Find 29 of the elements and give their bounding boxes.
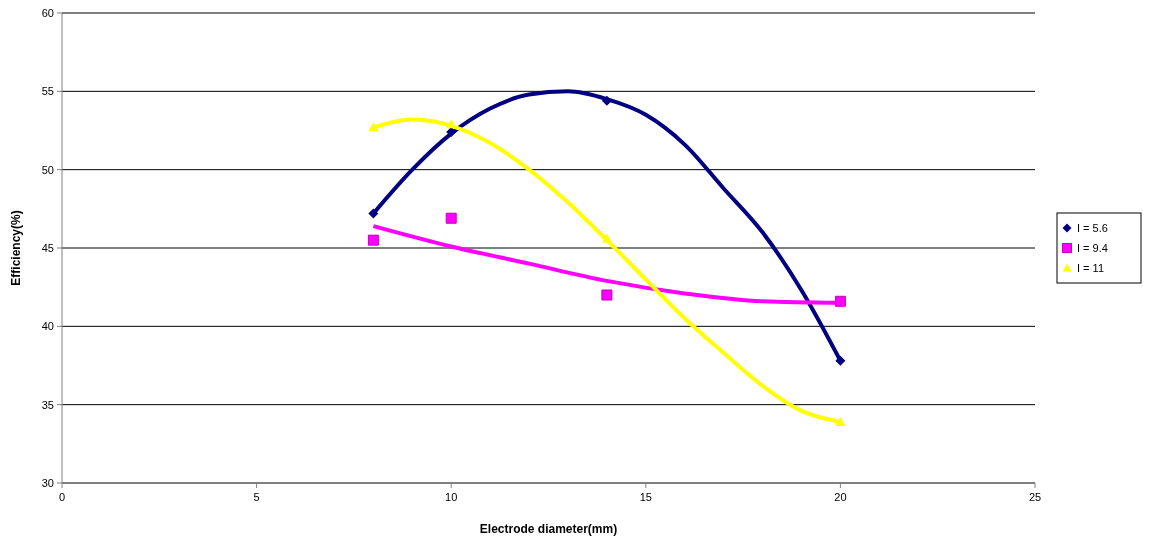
point xyxy=(601,289,613,301)
x-tick-label: 15 xyxy=(639,491,652,503)
point xyxy=(601,95,612,106)
y-tick-label: 45 xyxy=(41,241,54,254)
y-tick-label: 60 xyxy=(41,6,54,19)
y-tick-label: 55 xyxy=(41,85,54,98)
legend-label: I = 5.6 xyxy=(1077,221,1108,234)
legend-label: I = 9.4 xyxy=(1077,241,1108,254)
x-tick-label: 25 xyxy=(1028,491,1042,503)
y-tick-label: 35 xyxy=(41,398,54,411)
x-tick-label: 10 xyxy=(445,491,458,503)
point xyxy=(835,355,846,366)
point xyxy=(835,416,846,426)
point xyxy=(445,212,457,224)
point xyxy=(368,208,379,219)
point xyxy=(446,127,457,138)
point xyxy=(367,234,379,246)
x-tick-label: 0 xyxy=(58,491,66,503)
legend-label: I = 11 xyxy=(1077,261,1105,274)
y-tick-label: 40 xyxy=(41,320,54,333)
y-tick-label: 50 xyxy=(41,163,54,176)
point xyxy=(834,295,846,307)
y-axis-title: Efficiency(%) xyxy=(9,210,23,286)
point xyxy=(601,233,612,243)
x-axis-title: Electrode diameter(mm) xyxy=(479,522,618,536)
x-tick-label: 5 xyxy=(253,491,260,503)
point xyxy=(368,122,379,132)
y-tick-label: 30 xyxy=(41,476,54,489)
x-tick-label: 20 xyxy=(834,491,847,503)
